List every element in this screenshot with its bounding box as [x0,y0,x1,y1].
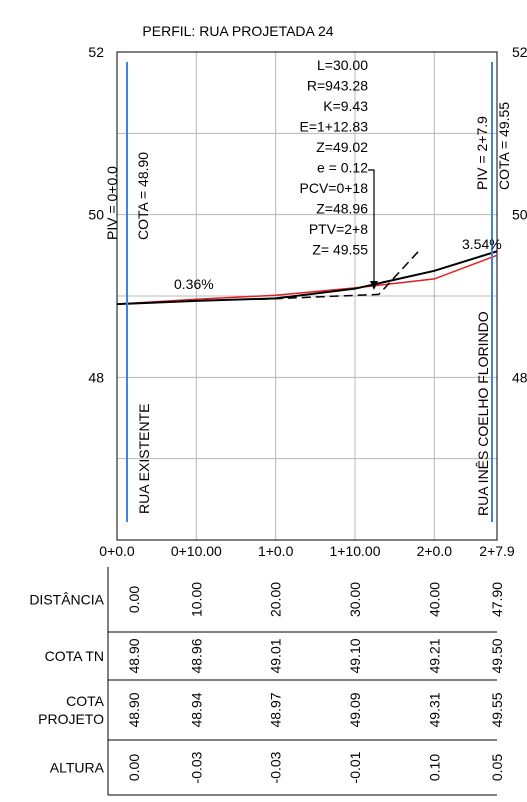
curve-label-line: Z=49.02 [316,139,368,155]
piv-left-label: PIV = 0+0.0 [104,166,120,240]
table-cell: 20.00 [268,582,284,617]
street-right-label: RUA INÊS COELHO FLORINDO [475,311,491,516]
curve-label-line: PTV=2+8 [309,221,368,237]
cota-left-label: COTA = 48.90 [135,152,151,240]
table-row-label: ALTURA [50,760,105,776]
table-row-label: PROJETO [38,711,104,727]
grade-right-label: 3.54% [462,236,502,252]
table-cell: 48.90 [126,692,142,727]
table-cell: 48.97 [268,692,284,727]
series [116,250,498,306]
table-cell: 47.90 [489,582,505,617]
annotations: L=30.00 R=943.28 K=9.43 E=1+12.83 Z=49.02 e =… [104,57,512,522]
curve-label-line: PCV=0+18 [300,180,369,196]
table-cell: 49.55 [489,692,505,727]
table-cell: 49.09 [347,692,363,727]
table-cell: 0.00 [126,754,142,781]
table-cell: 30.00 [347,582,363,617]
cota-right-label: COTA = 49.55 [496,102,512,190]
curve-pointer-arrow [370,281,378,290]
y-tick-label-left: 50 [88,207,104,223]
table-row-label: COTA TN [45,648,104,664]
table-row-label: DISTÂNCIA [29,592,104,608]
x-tick-label: 0+0.0 [99,543,135,559]
table-cell: -0.03 [268,751,284,783]
x-tick-label: 1+0.0 [258,543,294,559]
table-cell: 48.96 [188,638,204,673]
curve-label-line: L=30.00 [317,57,368,73]
table-cell: 0.10 [426,754,442,781]
x-tick-label: 2+7.9 [479,543,515,559]
grade-left-label: 0.36% [174,276,214,292]
y-tick-label-right: 50 [512,207,527,223]
y-tick-label-left: 48 [88,369,104,385]
chart-title: PERFIL: RUA PROJETADA 24 [142,23,333,39]
data-table: DISTÂNCIA 0.00 10.00 20.00 30.00 40.00 47.90 CO… [29,567,505,796]
x-tick-label: 0+10.00 [171,543,222,559]
table-cell: 48.90 [126,638,142,673]
table-cell: 48.94 [188,692,204,727]
table-cell: 49.21 [426,638,442,673]
table-cell: 49.31 [426,692,442,727]
series-line-projeto [116,250,498,306]
table-cell: 49.10 [347,638,363,673]
curve-label-line: R=943.28 [307,78,368,94]
y-tick-label-right: 52 [512,44,527,60]
table-cell: 40.00 [426,582,442,617]
axes: 52 50 48 52 50 48 0+0.0 0+10.00 1+0.0 1+10.00 2+0.… [88,44,527,559]
curve-label-line: Z=48.96 [316,201,368,217]
x-tick-label: 1+10.00 [329,543,380,559]
x-tick-label: 2+0.0 [417,543,453,559]
street-left-label: RUA EXISTENTE [136,404,152,514]
curve-pointer [368,169,375,283]
piv-right-label: PIV = 2+7.9 [474,116,490,190]
plot-frame [116,51,498,541]
y-tick-label-right: 48 [512,369,527,385]
table-cell: 49.01 [268,638,284,673]
curve-label-line: E=1+12.83 [299,119,368,135]
series-line-tangentes [259,250,420,301]
table-cell: -0.01 [347,751,363,783]
table-cell: 10.00 [188,582,204,617]
table-cell: -0.03 [188,751,204,783]
table-cell: 0.00 [126,586,142,613]
curve-label-line: e = 0.12 [317,160,368,176]
table-cell: 49.50 [489,638,505,673]
y-tick-label-left: 52 [88,44,104,60]
curve-label-line: Z= 49.55 [312,242,368,258]
curve-label-line: K=9.43 [323,98,368,114]
series-line-terreno [116,254,498,305]
table-row-label: COTA [66,693,105,709]
table-cell: 0.05 [489,754,505,781]
